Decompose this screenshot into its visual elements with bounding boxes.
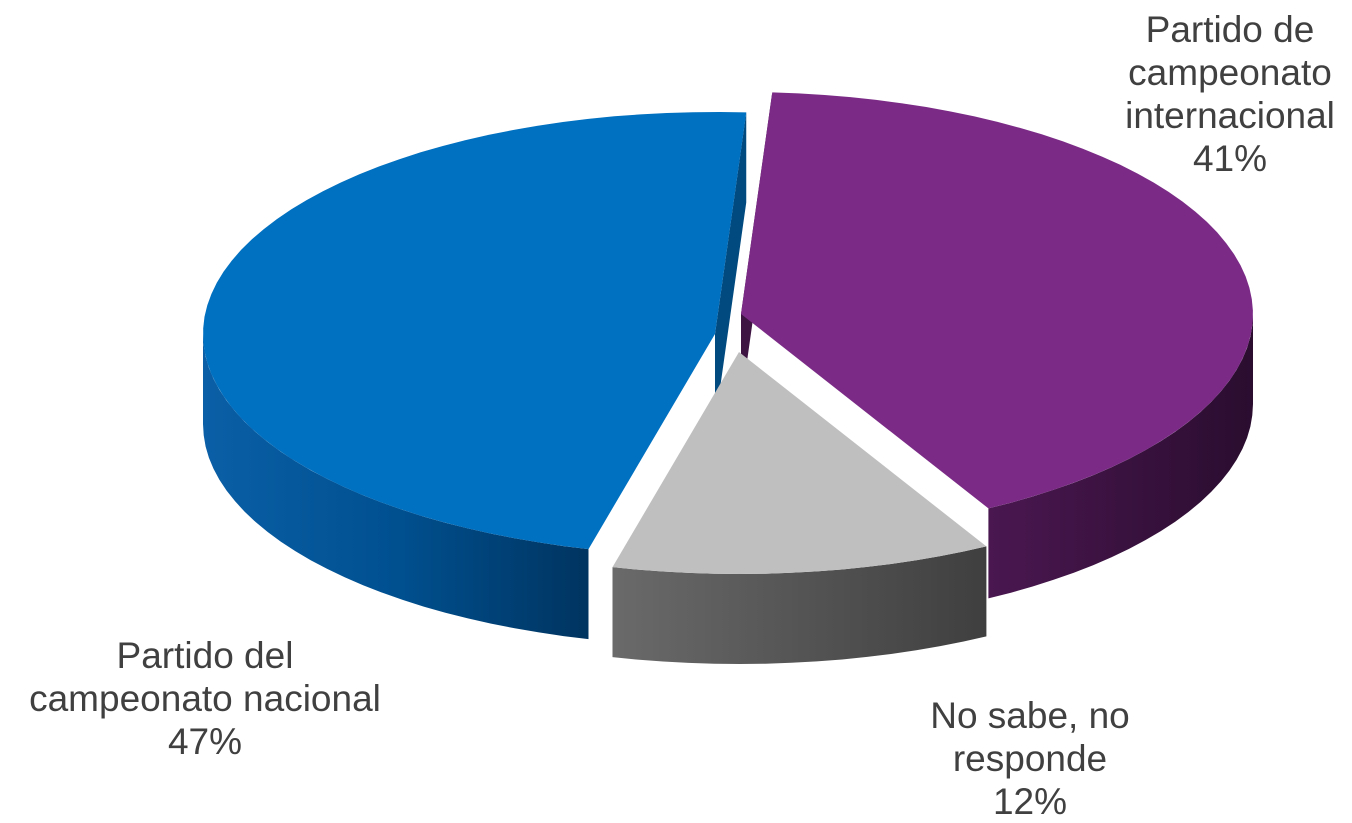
slice-name-line: campeonato nacional xyxy=(29,678,381,719)
pie-cut-nacional xyxy=(715,112,747,425)
slice-name-line: internacional xyxy=(1125,95,1335,136)
pie-slice-nacional xyxy=(203,112,747,550)
slice-label-no-sabe: No sabe, no responde 12% xyxy=(880,694,1180,823)
pie-side-internacional xyxy=(988,314,1253,599)
pie-side-no-sabe xyxy=(612,546,987,664)
pie-side-nacional xyxy=(203,334,589,640)
slice-value-label: 41% xyxy=(1192,138,1268,179)
slice-name-line: Partido de xyxy=(1145,9,1315,50)
slice-name-line: responde xyxy=(952,738,1108,779)
slice-name-line: Partido del xyxy=(116,635,294,676)
slice-value-label: 12% xyxy=(992,781,1068,822)
slice-label-internacional: Partido de campeonato internacional 41% xyxy=(1100,8,1352,180)
slice-name-line: campeonato xyxy=(1128,52,1332,93)
pie-slice-internacional xyxy=(741,92,1253,509)
pie-slice-no-sabe xyxy=(612,352,987,574)
slice-name-line: No sabe, no xyxy=(930,695,1130,736)
slice-label-nacional: Partido del campeonato nacional 47% xyxy=(10,634,400,763)
slice-value-label: 47% xyxy=(167,721,243,762)
